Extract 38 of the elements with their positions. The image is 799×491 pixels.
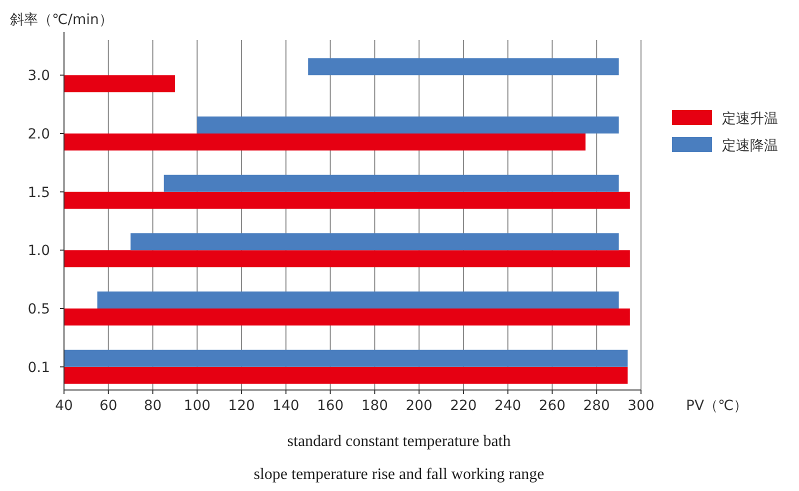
x-tick-label: 240: [494, 398, 522, 414]
x-tick-label: 80: [144, 398, 162, 414]
bar: [64, 134, 586, 150]
bar: [164, 174, 619, 192]
bar: [64, 366, 628, 384]
bar: [197, 116, 619, 134]
x-tick-label: 100: [184, 398, 211, 414]
x-axis-title: PV（℃）: [686, 398, 748, 414]
x-tick-label: 180: [361, 398, 388, 414]
x-tick-label: 220: [450, 398, 477, 414]
x-tick-label: 140: [272, 398, 300, 414]
y-tick-label: 1.5: [28, 184, 50, 201]
y-tick-label: 0.1: [28, 360, 50, 376]
y-tick-label: 1.0: [28, 243, 50, 260]
bar: [64, 250, 630, 268]
x-tick-label: 300: [628, 398, 654, 414]
x-tick-label: 280: [583, 398, 610, 414]
y-tick-label: 0.5: [28, 302, 50, 318]
y-axis-title: 斜率（℃/min）: [10, 12, 113, 28]
bar: [308, 58, 619, 76]
legend-label: 定速升温: [722, 111, 778, 127]
bar: [97, 292, 619, 308]
x-tick-label: 120: [228, 398, 255, 414]
x-tick-label: 200: [406, 398, 432, 414]
x-tick-label: 160: [316, 398, 344, 414]
x-tick-label: 40: [55, 398, 73, 414]
legend-label: 定速降温: [722, 138, 778, 154]
bar: [64, 308, 630, 326]
bar: [64, 75, 175, 92]
x-tick-label: 60: [99, 398, 118, 414]
bar: [64, 192, 630, 209]
text: standard constant temperature bath: [287, 433, 511, 450]
y-tick-label: 2.0: [28, 126, 50, 142]
x-tick-label: 260: [538, 398, 566, 414]
y-tick-label: 3.0: [28, 68, 50, 84]
bar: [130, 233, 619, 250]
bar: [64, 350, 628, 367]
text: slope temperature rise and fall working range: [254, 466, 544, 483]
